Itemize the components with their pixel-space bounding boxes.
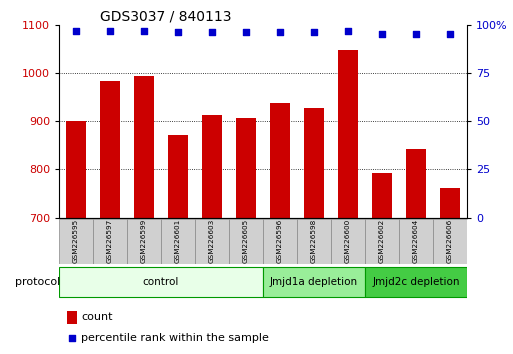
Point <box>310 30 318 35</box>
Point <box>208 30 216 35</box>
Bar <box>331 219 365 264</box>
Bar <box>168 135 188 218</box>
Text: control: control <box>143 276 179 287</box>
Text: GSM226602: GSM226602 <box>379 218 385 263</box>
Bar <box>433 219 467 264</box>
Bar <box>93 219 127 264</box>
Bar <box>399 219 433 264</box>
Text: GSM226598: GSM226598 <box>311 218 317 263</box>
Text: GDS3037 / 840113: GDS3037 / 840113 <box>100 10 231 24</box>
Bar <box>229 219 263 264</box>
Point <box>68 335 76 341</box>
Bar <box>406 149 426 218</box>
Point <box>72 28 80 33</box>
Text: GSM226595: GSM226595 <box>73 218 79 263</box>
Point <box>242 30 250 35</box>
Point <box>174 30 182 35</box>
Text: GSM226599: GSM226599 <box>141 218 147 263</box>
Point <box>106 28 114 33</box>
Bar <box>195 219 229 264</box>
Bar <box>100 81 120 218</box>
Text: GSM226604: GSM226604 <box>413 218 419 263</box>
Text: GSM226597: GSM226597 <box>107 218 113 263</box>
Bar <box>263 219 297 264</box>
Point <box>344 28 352 33</box>
Bar <box>338 50 358 218</box>
Text: GSM226601: GSM226601 <box>175 218 181 263</box>
Point <box>378 32 386 37</box>
Bar <box>297 219 331 264</box>
Text: count: count <box>82 312 113 322</box>
Bar <box>134 76 154 218</box>
Bar <box>161 219 195 264</box>
Point <box>140 28 148 33</box>
Bar <box>365 219 399 264</box>
Text: GSM226605: GSM226605 <box>243 218 249 263</box>
Bar <box>440 188 460 218</box>
Bar <box>59 219 93 264</box>
Bar <box>127 219 161 264</box>
Bar <box>304 108 324 218</box>
Text: GSM226606: GSM226606 <box>447 218 453 263</box>
Bar <box>235 118 256 218</box>
Text: GSM226603: GSM226603 <box>209 218 215 263</box>
Bar <box>59 267 263 297</box>
Text: GSM226596: GSM226596 <box>277 218 283 263</box>
Point <box>412 32 420 37</box>
Text: GSM226600: GSM226600 <box>345 218 351 263</box>
Point <box>446 32 454 37</box>
Bar <box>270 103 290 218</box>
Text: percentile rank within the sample: percentile rank within the sample <box>82 332 269 343</box>
Point <box>276 30 284 35</box>
Text: protocol: protocol <box>15 276 60 287</box>
Bar <box>365 267 467 297</box>
Bar <box>66 121 86 218</box>
Text: Jmjd2c depletion: Jmjd2c depletion <box>372 276 460 287</box>
Bar <box>67 311 77 324</box>
Text: Jmjd1a depletion: Jmjd1a depletion <box>270 276 358 287</box>
Bar <box>202 115 222 218</box>
Bar <box>263 267 365 297</box>
Bar <box>371 173 392 218</box>
